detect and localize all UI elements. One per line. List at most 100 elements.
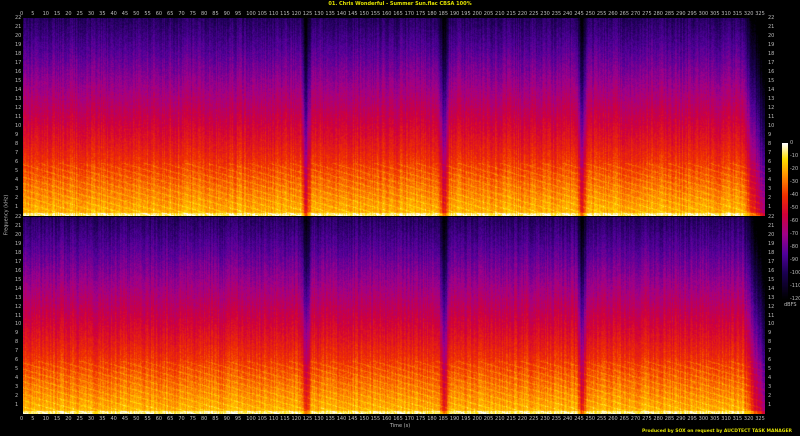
y-tick-label-left: 13 — [15, 294, 22, 301]
x-tick-label-top: 75 — [189, 11, 197, 17]
x-tick-label-top: 145 — [348, 11, 358, 17]
x-tick-label-top: 0 — [20, 11, 24, 17]
x-tick-label-bottom: 310 — [721, 416, 731, 422]
colorbar-tick-label: -120 — [790, 296, 800, 302]
x-tick-label-bottom: 235 — [551, 416, 562, 422]
x-tick-label-top: 95 — [234, 11, 242, 17]
x-tick-label-top: 270 — [630, 11, 641, 17]
y-axis-label: Frequency (kHz) — [3, 194, 10, 236]
y-tick-label-left: 18 — [15, 249, 22, 256]
x-tick-label-bottom: 110 — [268, 416, 279, 422]
x-tick-label-bottom: 265 — [619, 416, 630, 422]
y-tick-label-right: 21 — [768, 222, 775, 229]
x-tick-label-top: 210 — [495, 11, 505, 17]
y-tick-label-right: 5 — [768, 168, 772, 174]
y-tick-label-left: 22 — [15, 214, 22, 220]
x-tick-label-top: 290 — [676, 11, 686, 17]
x-tick-label-bottom: 295 — [687, 416, 697, 422]
y-tick-label-right: 14 — [768, 87, 775, 93]
x-tick-label-bottom: 220 — [517, 416, 528, 422]
colorbar — [782, 143, 788, 299]
y-tick-label-right: 9 — [768, 330, 772, 337]
y-tick-label-right: 19 — [768, 240, 775, 247]
y-tick-label-right: 17 — [768, 258, 775, 265]
colorbar-tick-label: -40 — [790, 192, 799, 198]
y-tick-label-right: 10 — [768, 123, 775, 129]
x-tick-label-bottom: 240 — [562, 416, 573, 422]
y-tick-label-right: 18 — [768, 51, 775, 57]
x-tick-label-top: 20 — [65, 11, 72, 17]
x-tick-label-top: 325 — [755, 11, 765, 17]
x-tick-label-top: 115 — [280, 11, 290, 17]
x-tick-label-top: 125 — [302, 11, 313, 17]
x-tick-label-top: 110 — [268, 11, 279, 17]
x-tick-label-top: 280 — [653, 11, 663, 17]
colorbar-tick-label: -10 — [790, 153, 799, 159]
y-tick-label-right: 17 — [768, 60, 775, 66]
x-tick-label-bottom: 290 — [676, 416, 686, 422]
y-tick-label-left: 19 — [15, 42, 22, 48]
x-tick-label-top: 260 — [608, 11, 618, 17]
x-tick-label-top: 285 — [664, 11, 675, 17]
x-tick-label-bottom: 100 — [246, 416, 256, 422]
y-tick-label-right: 22 — [768, 214, 775, 220]
x-tick-label-top: 35 — [99, 11, 106, 17]
y-tick-label-right: 2 — [768, 393, 772, 400]
x-tick-label-top: 70 — [178, 11, 185, 17]
x-tick-label-top: 245 — [574, 11, 584, 17]
colorbar-tick-label: -30 — [790, 179, 799, 185]
x-tick-label-bottom: 200 — [472, 416, 482, 422]
x-tick-label-top: 180 — [427, 11, 437, 17]
y-tick-label-left: 16 — [15, 69, 22, 75]
y-tick-label-right: 18 — [768, 249, 775, 256]
y-tick-label-right: 22 — [768, 15, 775, 21]
colorbar-tick-label: -20 — [790, 166, 799, 172]
y-tick-label-left: 4 — [15, 375, 19, 382]
x-tick-label-bottom: 180 — [427, 416, 437, 422]
x-tick-label-top: 5 — [31, 11, 35, 17]
x-tick-label-bottom: 195 — [461, 416, 471, 422]
x-tick-label-top: 90 — [223, 11, 230, 17]
x-tick-label-bottom: 225 — [528, 416, 539, 422]
y-tick-label-left: 7 — [15, 150, 19, 156]
x-tick-label-top: 295 — [687, 11, 697, 17]
y-tick-label-left: 11 — [15, 114, 22, 120]
x-tick-label-bottom: 175 — [415, 416, 426, 422]
y-tick-label-left: 10 — [15, 123, 22, 129]
y-tick-label-right: 3 — [768, 186, 772, 192]
colorbar-tick-label: -100 — [790, 270, 800, 276]
x-tick-label-top: 315 — [732, 11, 743, 17]
y-tick-label-left: 11 — [15, 312, 22, 319]
y-tick-label-right: 3 — [768, 384, 772, 391]
x-tick-label-top: 170 — [404, 11, 415, 17]
x-tick-label-top: 25 — [76, 11, 83, 17]
x-tick-label-bottom: 215 — [506, 416, 516, 422]
x-tick-label-top: 225 — [528, 11, 539, 17]
x-tick-label-bottom: 10 — [42, 416, 49, 422]
colorbar-tick-label: -80 — [790, 244, 799, 250]
y-tick-label-left: 6 — [15, 357, 19, 364]
y-tick-label-left: 15 — [15, 78, 22, 84]
x-tick-label-bottom: 80 — [200, 416, 208, 422]
x-tick-label-top: 240 — [562, 11, 573, 17]
x-tick-label-top: 60 — [155, 11, 163, 17]
y-tick-label-left: 6 — [15, 159, 19, 165]
x-tick-label-top: 165 — [393, 11, 403, 17]
x-tick-label-top: 235 — [551, 11, 562, 17]
y-tick-label-right: 21 — [768, 24, 775, 30]
x-tick-label-top: 10 — [42, 11, 49, 17]
spectrogram-channel-2 — [23, 217, 765, 414]
y-tick-label-left: 16 — [15, 267, 22, 274]
x-tick-label-bottom: 30 — [87, 416, 95, 422]
y-tick-label-right: 20 — [768, 231, 775, 238]
x-tick-label-top: 310 — [721, 11, 731, 17]
x-tick-label-bottom: 120 — [291, 416, 301, 422]
x-tick-label-top: 45 — [121, 11, 129, 17]
x-tick-label-bottom: 170 — [404, 416, 415, 422]
y-tick-label-left: 15 — [15, 276, 22, 283]
x-tick-label-bottom: 125 — [302, 416, 313, 422]
y-tick-label-left: 4 — [15, 177, 19, 183]
y-tick-label-left: 17 — [15, 258, 22, 265]
x-tick-label-top: 255 — [596, 11, 607, 17]
x-tick-label-bottom: 320 — [743, 416, 754, 422]
